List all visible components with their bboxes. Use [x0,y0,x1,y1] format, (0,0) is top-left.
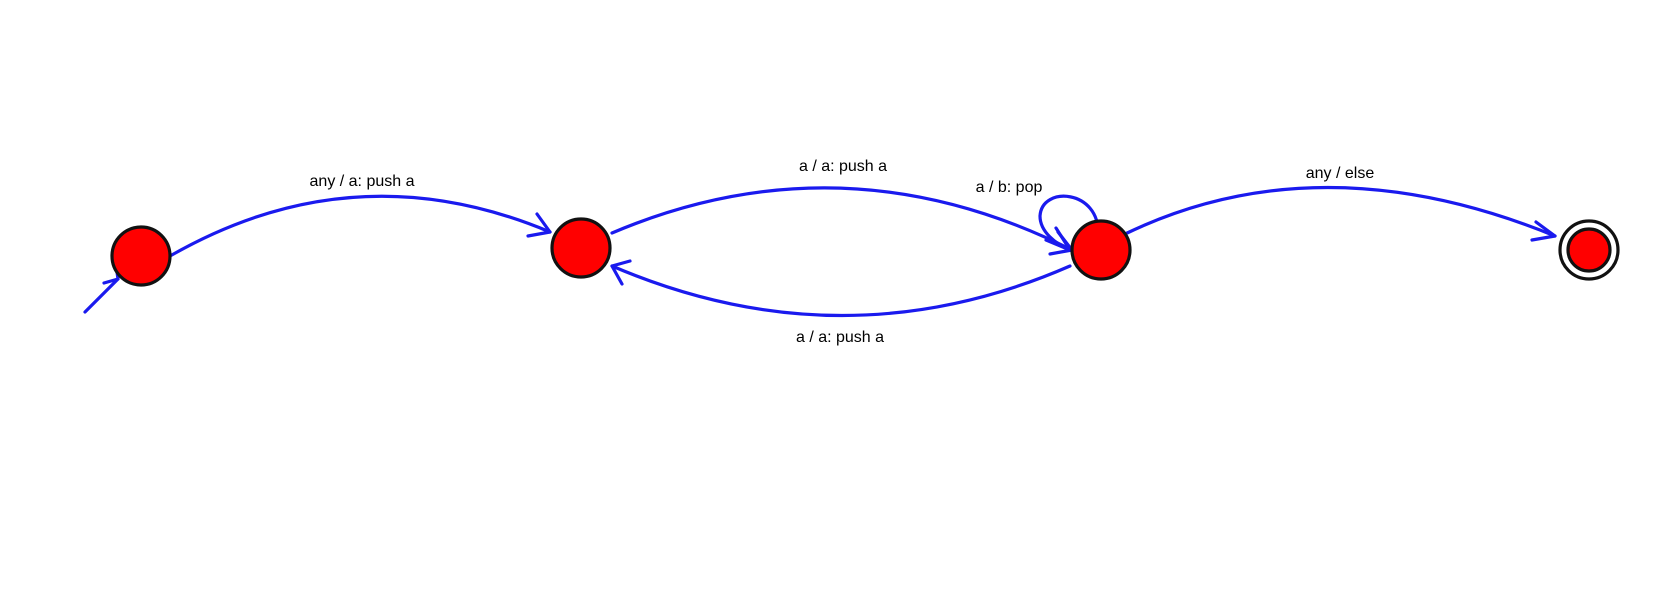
transition-label-q2-q3: any / else [1306,165,1375,182]
transition-q1-q2 [610,186,1074,256]
transition-label-q1-q2: a / a: push a [799,158,887,175]
transition-q2-self-loop [1038,194,1100,252]
transition-q2-q1 [610,259,1072,318]
transition-label-q2-q1: a / a: push a [796,329,884,346]
state-q3-accepting [1558,219,1620,281]
transition-q0-q1 [168,194,552,258]
transition-q2-q3 [1123,185,1557,242]
state-q0 [110,225,172,287]
transition-label-q0-q1: any / a: push a [310,173,415,190]
state-q2 [1070,219,1132,281]
transition-label-q2-self-loop: a / b: pop [976,179,1043,196]
state-q1 [550,217,612,279]
initial-arrow [83,263,120,314]
